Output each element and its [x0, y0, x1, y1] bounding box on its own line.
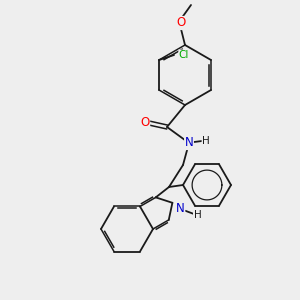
Text: Cl: Cl	[179, 50, 189, 60]
Text: N: N	[184, 136, 194, 149]
Text: H: H	[202, 136, 210, 146]
Text: N: N	[176, 202, 185, 215]
Text: H: H	[194, 210, 201, 220]
Text: O: O	[140, 116, 150, 130]
Text: O: O	[176, 16, 186, 29]
